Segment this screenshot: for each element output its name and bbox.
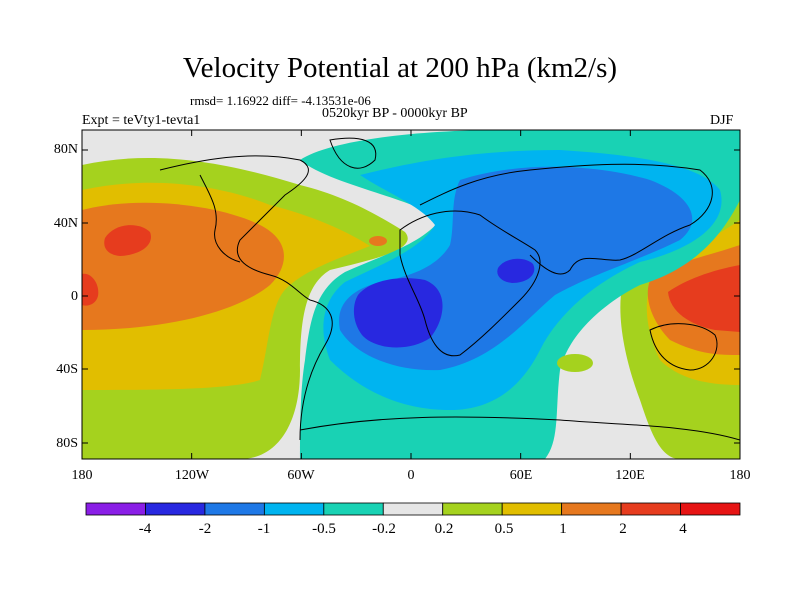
colorbar-swatch	[561, 502, 622, 516]
colorbar-swatch	[680, 502, 741, 516]
negative-region	[497, 258, 535, 283]
colorbar-swatch	[85, 502, 146, 516]
colorbar-swatch	[442, 502, 503, 516]
x-tick-label: 120W	[174, 468, 210, 483]
colorbar-swatch	[382, 502, 444, 516]
positive-region	[104, 225, 151, 256]
colorbar-label: 0.5	[494, 521, 514, 537]
colorbar-swatch	[501, 502, 563, 516]
x-tick-label: 180	[729, 468, 751, 483]
colorbar-swatch	[145, 502, 206, 516]
y-axis-ticks	[82, 149, 740, 444]
colorbar-label: -2	[198, 521, 212, 537]
negative-region	[353, 278, 443, 348]
colorbar-swatch	[323, 502, 384, 516]
coastlines	[159, 137, 740, 441]
colorbar-swatch	[204, 502, 265, 516]
colorbar	[85, 502, 741, 516]
positive-region	[668, 265, 740, 332]
y-tick-label: 80N	[53, 142, 78, 157]
stats-label: rmsd= 1.16922 diff= -4.13531e-06	[190, 93, 371, 108]
y-tick-label: 80S	[56, 436, 78, 451]
colorbar-label: 0.2	[434, 521, 454, 537]
colorbar-label: 4	[679, 521, 687, 537]
colorbar-label: -1	[257, 521, 271, 537]
y-tick-label: 40S	[56, 362, 78, 377]
positive-region	[557, 354, 593, 372]
season-label: DJF	[710, 113, 734, 128]
colorbar-label: 2	[619, 521, 627, 537]
map-title: Velocity Potential at 200 hPa (km2/s)	[182, 52, 618, 84]
colorbar-swatch	[620, 502, 681, 516]
colorbar-swatch	[263, 502, 325, 516]
colorbar-label: -0.2	[372, 521, 396, 537]
colorbar-label: 1	[559, 521, 567, 537]
positive-region	[82, 273, 99, 306]
positive-region	[369, 236, 387, 246]
colorbar-label: -4	[138, 521, 152, 537]
colorbar-label: -0.5	[312, 521, 336, 537]
x-tick-label: 180	[71, 468, 93, 483]
x-tick-label: 0	[407, 468, 415, 483]
x-axis-ticks	[81, 130, 741, 459]
experiment-label: Expt = teVty1-tevta1	[82, 113, 201, 128]
period-label: 0520kyr BP - 0000kyr BP	[322, 106, 468, 121]
x-tick-label: 60E	[509, 468, 533, 483]
x-tick-label: 120E	[615, 468, 645, 483]
x-tick-label: 60W	[287, 468, 315, 483]
y-tick-label: 0	[71, 289, 78, 304]
y-tick-label: 40N	[53, 216, 78, 231]
contour-fields	[82, 130, 740, 459]
